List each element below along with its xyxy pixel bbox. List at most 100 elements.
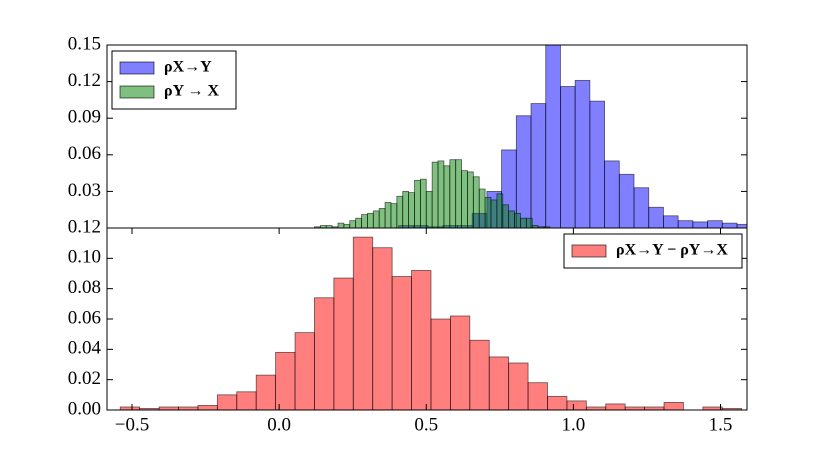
bar — [419, 178, 427, 228]
legend-swatch — [119, 61, 155, 75]
y-tick-label: 0.00 — [68, 398, 101, 419]
bar — [618, 173, 635, 228]
legend-box — [111, 50, 237, 110]
y-tick-label: 0.12 — [68, 216, 101, 237]
bar — [589, 100, 605, 228]
bar — [352, 236, 374, 410]
bar — [520, 217, 527, 228]
bar — [530, 103, 547, 228]
plot-area — [314, 45, 747, 228]
bar — [430, 318, 451, 410]
bar — [515, 115, 532, 228]
x-tick-label: 0.5 — [414, 414, 438, 435]
bar — [337, 222, 345, 228]
bar — [236, 391, 257, 410]
bar — [197, 405, 218, 410]
bar — [502, 204, 510, 228]
bar — [437, 160, 445, 228]
bar — [736, 223, 747, 228]
bar — [527, 382, 548, 410]
bar — [472, 176, 480, 228]
x-tick-label: 1.0 — [562, 414, 586, 435]
bar — [721, 408, 743, 410]
bar — [484, 197, 492, 228]
bar — [525, 217, 533, 228]
bar — [663, 402, 684, 410]
bar — [508, 210, 515, 228]
bar — [372, 247, 393, 410]
bar — [545, 45, 561, 228]
bar — [333, 277, 354, 410]
bar — [343, 223, 351, 228]
y-tick-label: 0.02 — [68, 368, 101, 389]
y-tick-label: 0.10 — [68, 247, 101, 268]
bar — [514, 212, 521, 228]
bar — [633, 187, 650, 228]
bar — [478, 188, 486, 228]
bar — [461, 170, 468, 228]
bar — [469, 339, 490, 410]
bar — [408, 192, 415, 228]
legend-swatch — [571, 244, 607, 258]
y-tick-label: 0.03 — [68, 180, 101, 201]
bar — [367, 212, 374, 228]
y-tick-label: 0.12 — [68, 70, 101, 91]
bar — [566, 400, 587, 410]
bar — [314, 297, 335, 410]
y-tick-label: 0.04 — [68, 338, 102, 359]
bar — [449, 159, 457, 228]
x-tick-label: 0.0 — [267, 414, 291, 435]
legend-label: ρX→Y — [164, 59, 212, 76]
x-tick-label: 1.5 — [709, 414, 733, 435]
legend-swatch — [119, 85, 155, 99]
bar — [574, 79, 591, 228]
bar — [275, 351, 296, 410]
bar — [605, 403, 626, 410]
bar — [355, 217, 362, 228]
bar — [396, 195, 404, 228]
bar — [255, 374, 277, 410]
bar — [707, 220, 723, 228]
bar — [547, 395, 568, 410]
bar — [361, 214, 368, 228]
bar — [692, 221, 708, 228]
bar — [349, 220, 357, 228]
y-tick-label: 0.06 — [68, 307, 101, 328]
bar — [216, 394, 238, 410]
y-tick-label: 0.06 — [68, 143, 101, 164]
bar — [449, 315, 471, 410]
bar — [455, 159, 462, 228]
y-tick-label: 0.09 — [68, 107, 101, 128]
x-tick-label: −0.5 — [115, 414, 149, 435]
bar — [663, 215, 679, 228]
bar — [560, 86, 576, 228]
bar — [443, 165, 451, 228]
bar — [384, 201, 392, 228]
legend-label: ρX→Y − ρY→X — [616, 242, 728, 259]
bar — [391, 276, 412, 410]
bar — [648, 206, 664, 228]
bar — [508, 362, 529, 410]
bar — [390, 203, 398, 228]
bar — [411, 270, 432, 410]
bar — [496, 193, 504, 228]
bar — [721, 222, 738, 228]
legend-label: ρY → X — [164, 83, 220, 100]
bar — [604, 160, 620, 228]
bar — [414, 180, 421, 228]
bar — [490, 199, 498, 228]
bar — [488, 356, 510, 410]
bar — [425, 190, 433, 228]
bar — [294, 332, 315, 410]
bar — [378, 208, 386, 228]
bar — [402, 190, 410, 228]
plot-area — [119, 236, 743, 410]
y-tick-label: 0.08 — [68, 277, 101, 298]
y-tick-label: 0.15 — [68, 33, 101, 54]
bar — [372, 210, 380, 228]
bar — [677, 220, 694, 228]
bar — [431, 161, 439, 228]
legend-box — [563, 233, 743, 269]
bar — [467, 171, 474, 228]
